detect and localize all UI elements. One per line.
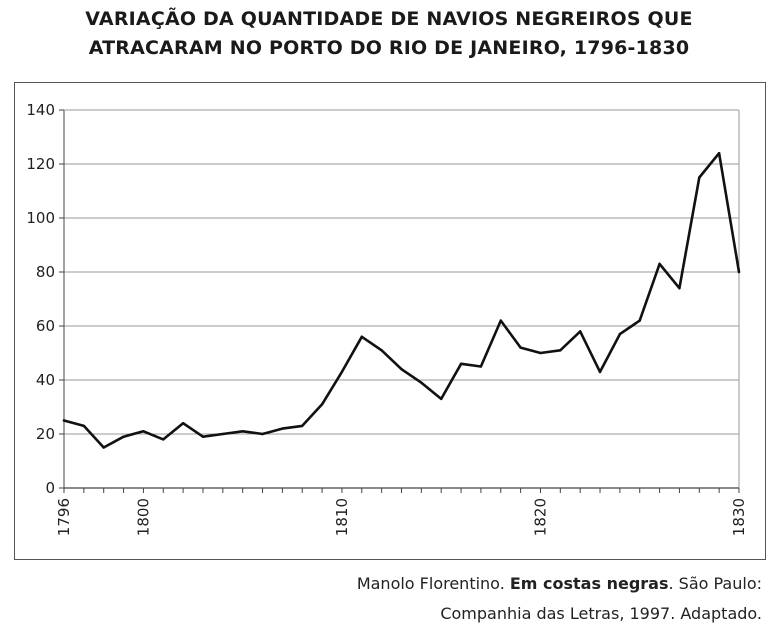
data-point-1812 (380, 349, 383, 352)
source-citation-line-2: Companhia das Letras, 1997. Adaptado. (440, 604, 762, 623)
y-tick-label: 20 (36, 425, 55, 443)
data-point-1809 (320, 403, 324, 406)
data-point-1828 (698, 176, 701, 179)
y-tick-label: 60 (36, 317, 55, 335)
series-line (62, 151, 741, 449)
data-point-1825 (638, 319, 641, 322)
data-point-1820 (539, 351, 542, 355)
data-point-1810 (340, 370, 344, 374)
y-tick-label: 100 (26, 209, 55, 227)
source-citation-line-1: Manolo Florentino. Em costas negras. São… (357, 574, 762, 593)
x-tick-label: 1830 (730, 498, 748, 536)
data-point-1811 (360, 335, 363, 338)
chart-title-line-2: ATRACARAM NO PORTO DO RIO DE JANEIRO, 17… (88, 37, 690, 59)
data-point-1805 (241, 430, 244, 433)
x-tick-label: 1796 (55, 498, 73, 536)
data-point-1823 (598, 370, 602, 374)
x-tick-label: 1820 (531, 498, 549, 536)
data-point-1816 (459, 362, 463, 365)
data-point-1799 (122, 435, 125, 438)
data-point-1808 (301, 424, 304, 428)
data-point-1803 (201, 435, 205, 438)
data-point-1815 (440, 397, 443, 401)
data-point-1813 (400, 368, 403, 371)
y-tick-label: 40 (36, 371, 55, 389)
data-point-1798 (102, 446, 105, 449)
data-point-1819 (519, 346, 522, 349)
data-point-1830 (737, 270, 741, 274)
data-point-1802 (181, 422, 185, 425)
data-point-1822 (578, 330, 582, 333)
chart-title-line-1: VARIAÇÃO DA QUANTIDADE DE NAVIOS NEGREIR… (85, 8, 693, 30)
data-point-1827 (678, 287, 681, 290)
data-point-1824 (618, 332, 622, 336)
data-point-1796 (62, 419, 66, 422)
data-point-1804 (221, 432, 225, 436)
data-point-1826 (658, 262, 661, 266)
data-point-1806 (261, 432, 264, 436)
data-point-1829 (717, 152, 721, 155)
y-tick-label: 120 (26, 155, 55, 173)
source-place: . São Paulo: (668, 574, 762, 593)
x-tick-label: 1810 (333, 498, 351, 536)
y-tick-label: 0 (45, 479, 55, 497)
data-point-1814 (420, 381, 423, 384)
data-point-1817 (479, 365, 483, 368)
data-point-1807 (281, 427, 284, 430)
chart-frame (14, 82, 766, 560)
y-tick-label: 140 (26, 101, 55, 119)
y-tick-label: 80 (36, 263, 55, 281)
source-book-title: Em costas negras (509, 574, 669, 593)
data-point-1801 (162, 438, 165, 441)
source-author: Manolo Florentino. (356, 574, 510, 593)
data-point-1821 (559, 349, 562, 352)
data-point-1800 (142, 430, 145, 433)
data-point-1818 (499, 319, 502, 322)
x-tick-label: 1800 (134, 498, 152, 536)
data-point-1797 (82, 424, 86, 428)
